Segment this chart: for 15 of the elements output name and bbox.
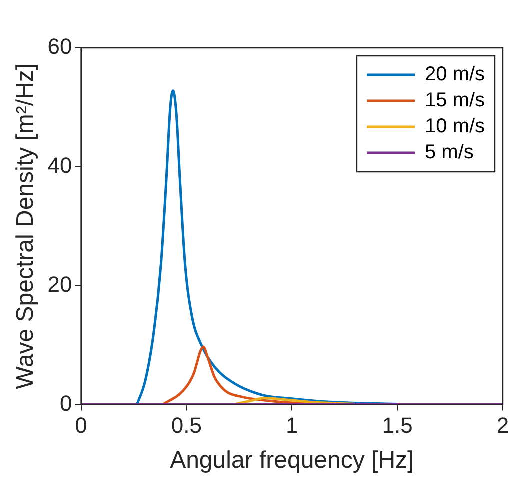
y-tick-label: 60 — [48, 34, 72, 60]
y-tick-label: 0 — [60, 390, 72, 416]
x-tick-label: 1 — [286, 413, 298, 438]
x-axis-title: Angular frequency [Hz] — [170, 447, 414, 474]
legend-label: 20 m/s — [424, 64, 486, 86]
y-axis-title: Wave Spectral Density [m²/Hz] — [12, 63, 40, 390]
line-series — [136, 90, 399, 405]
x-tick-label: 1.5 — [382, 413, 413, 438]
legend-label: 15 m/s — [424, 90, 486, 112]
legend-label: 5 m/s — [424, 142, 474, 164]
x-tick-label: 0.5 — [171, 413, 202, 438]
legend-label: 10 m/s — [424, 116, 486, 138]
y-tick-label: 40 — [48, 152, 72, 178]
x-tick-label: 2 — [496, 413, 510, 438]
y-tick-label: 20 — [48, 272, 72, 297]
